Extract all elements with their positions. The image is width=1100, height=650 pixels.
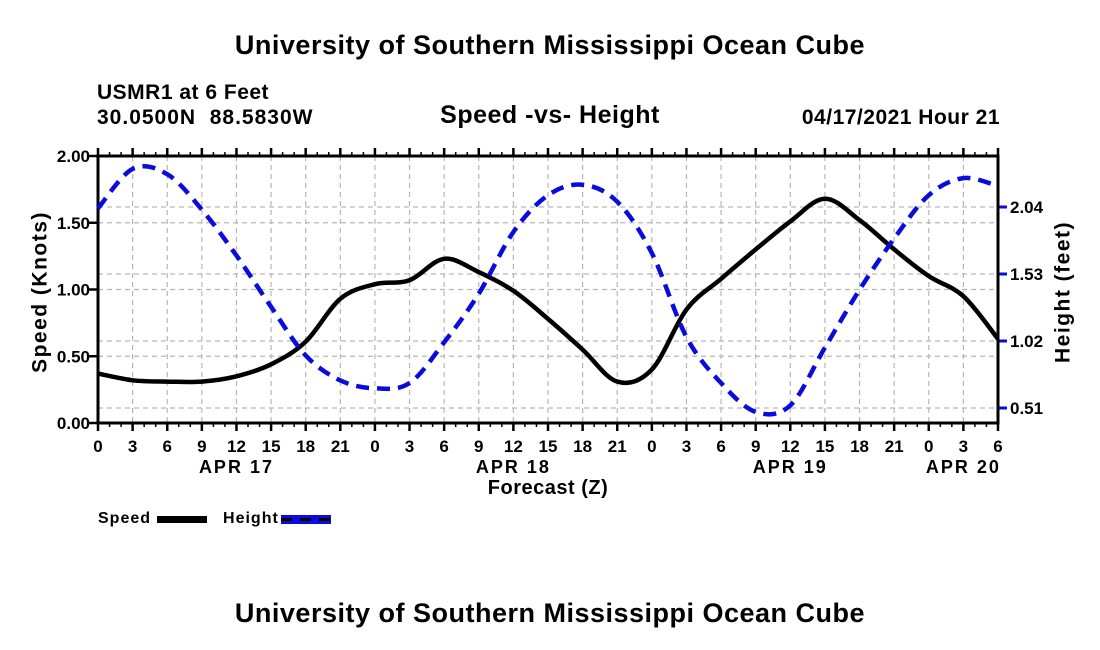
right-tick-label: 1.53 [1010, 265, 1043, 284]
x-tick-label: 3 [682, 437, 691, 456]
x-tick-label: 9 [751, 437, 760, 456]
x-day-label: APR 20 [926, 457, 1001, 477]
x-tick-label: 9 [474, 437, 483, 456]
left-tick-label: 1.00 [57, 281, 90, 300]
x-tick-label: 6 [716, 437, 725, 456]
right-tick-label: 1.02 [1010, 332, 1043, 351]
x-tick-label: 12 [227, 437, 246, 456]
x-tick-label: 3 [959, 437, 968, 456]
x-tick-label: 3 [128, 437, 137, 456]
left-tick-label: 2.00 [57, 147, 90, 166]
coordinates-label: 30.0500N 88.5830W [97, 106, 314, 129]
x-day-labels: APR 17 APR 18 APR 19 APR 20 [199, 457, 1001, 477]
x-tick-label: 6 [439, 437, 448, 456]
x-day-label: APR 19 [753, 457, 828, 477]
x-tick-label: 0 [370, 437, 379, 456]
height-line-swatch [280, 514, 331, 524]
legend: Speed Height [98, 511, 331, 527]
x-tick-label: 3 [405, 437, 414, 456]
station-label: USMR1 at 6 Feet [97, 81, 270, 104]
speed-line-swatch [157, 515, 208, 523]
x-tick-label: 9 [197, 437, 206, 456]
left-tick-labels: 0.00 0.50 1.00 1.50 2.00 [57, 147, 90, 433]
footer-title: University of Southern Mississippi Ocean… [234, 598, 866, 628]
x-tick-label: 18 [573, 437, 592, 456]
x-tick-label: 21 [885, 437, 904, 456]
chart-title: Speed -vs- Height [440, 101, 660, 129]
height-curve [96, 164, 999, 417]
data-series [96, 164, 1000, 417]
x-tick-label: 0 [647, 437, 656, 456]
x-tick-label: 0 [924, 437, 933, 456]
x-tick-label: 12 [504, 437, 523, 456]
gridlines [98, 156, 998, 423]
legend-label-height: Height [223, 510, 279, 527]
speed-curve [97, 196, 1000, 386]
right-tick-labels: 0.51 1.02 1.53 2.04 [1010, 198, 1044, 418]
x-tick-label: 18 [296, 437, 315, 456]
plot-border [96, 154, 1000, 425]
left-tick-label: 0.00 [57, 414, 90, 433]
legend-label-speed: Speed [98, 510, 152, 527]
x-tick-labels: 0 3 6 9 12 15 18 21 0 3 6 9 12 15 18 21 0 3 6 9 12 15 18 21 0 3 6 [93, 437, 1002, 456]
x-day-label: APR 17 [199, 457, 274, 477]
x-day-label: APR 18 [476, 457, 551, 477]
x-tick-label: 15 [262, 437, 281, 456]
x-tick-label: 21 [331, 437, 350, 456]
right-tick-label: 2.04 [1010, 198, 1044, 217]
datetime-label: 04/17/2021 Hour 21 [801, 106, 1000, 129]
x-tick-label: 15 [815, 437, 834, 456]
right-tick-label: 0.51 [1010, 399, 1043, 418]
left-tick-label: 0.50 [57, 347, 90, 366]
x-tick-label: 6 [993, 437, 1002, 456]
x-tick-label: 0 [93, 437, 102, 456]
x-tick-label: 12 [781, 437, 800, 456]
x-axis-title: Forecast (Z) [487, 477, 609, 499]
x-tick-label: 18 [850, 437, 869, 456]
x-tick-label: 21 [608, 437, 627, 456]
x-tick-label: 15 [539, 437, 558, 456]
page-title: University of Southern Mississippi Ocean… [234, 30, 866, 60]
left-tick-label: 1.50 [57, 214, 90, 233]
x-tick-label: 6 [162, 437, 171, 456]
